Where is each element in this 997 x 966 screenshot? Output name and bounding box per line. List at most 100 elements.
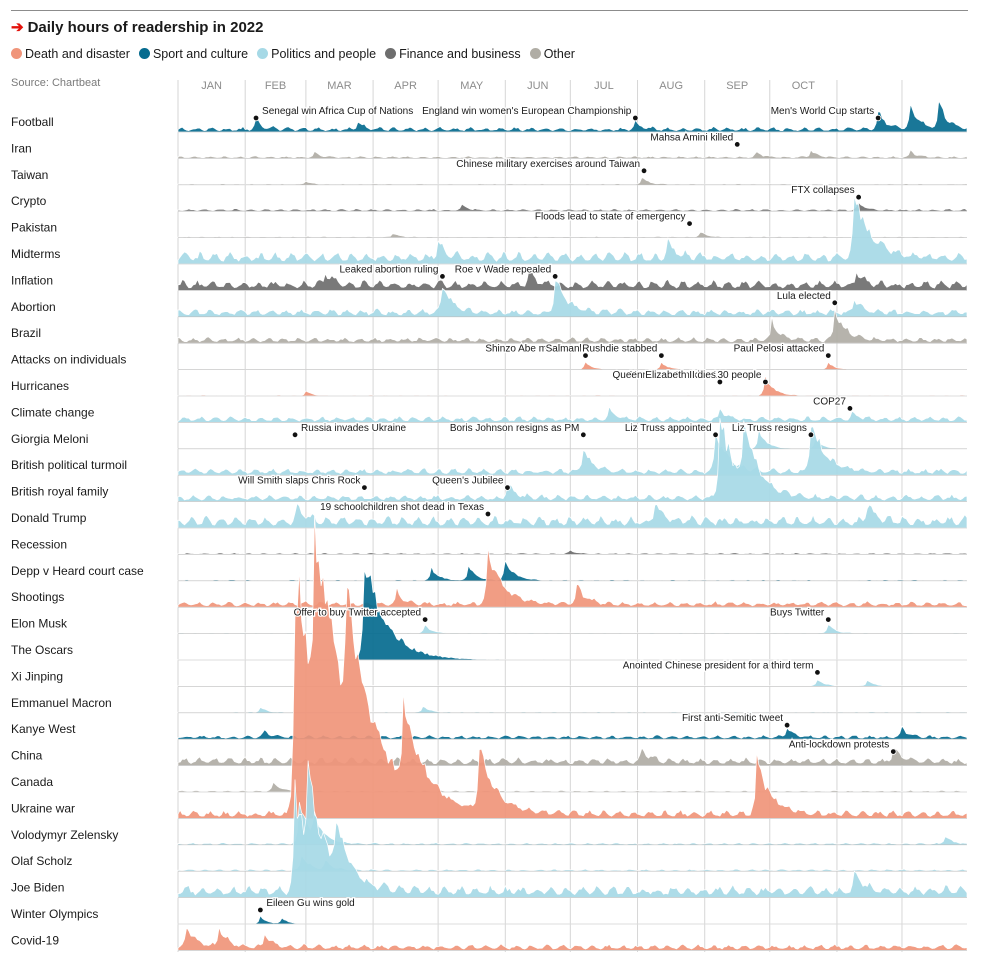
- annotation: Chinese military exercises around Taiwan: [455, 158, 648, 174]
- series-area: [177, 361, 968, 370]
- series-area: [177, 417, 968, 502]
- annotation-label: Men's World Cup starts: [771, 106, 874, 117]
- series-area: [177, 560, 968, 582]
- annotation-label: Liz Truss appointed: [625, 423, 712, 434]
- annotation: Queen Elizabeth II dies: [611, 369, 724, 386]
- series-row: [177, 428, 968, 450]
- row-label: Ukraine war: [11, 801, 75, 815]
- series-row: [177, 426, 968, 476]
- annotation-label: Anointed Chinese president for a third t…: [623, 660, 814, 671]
- annotation-dot: [582, 352, 589, 359]
- annotation-label: Offer to buy Twitter accepted: [294, 608, 421, 619]
- annotation-dot: [807, 431, 815, 438]
- month-tick-label: MAR: [327, 80, 352, 92]
- annotation-dot: [484, 510, 492, 518]
- annotation-label: Will Smith slaps Chris Rock: [238, 476, 361, 487]
- legend-label: Politics and people: [271, 47, 377, 61]
- source-note: Source: Chartbeat: [11, 77, 101, 89]
- annotation-label: Eileen Gu wins gold: [266, 898, 354, 909]
- row-label: Kanye West: [11, 722, 76, 736]
- row-label: Iran: [11, 141, 32, 155]
- row-label: Shootings: [11, 590, 64, 604]
- annotation-dot: [846, 405, 854, 412]
- legend-label: Sport and culture: [152, 47, 249, 61]
- annotation-dot: [734, 141, 741, 148]
- annotation-label: England win women's European Championshi…: [422, 106, 632, 117]
- row-label: British royal family: [11, 485, 108, 499]
- annotation: Mahsa Amini killed: [649, 131, 741, 148]
- row-label: Abortion: [11, 300, 56, 314]
- row-label: Elon Musk: [11, 617, 68, 631]
- annotation: Anointed Chinese president for a third t…: [622, 659, 821, 676]
- annotation-dot: [580, 431, 587, 438]
- annotation-label: Queen Elizabeth II dies: [612, 370, 715, 381]
- series-area: [177, 760, 968, 898]
- series-area: [177, 549, 968, 555]
- arrow-icon: ➔: [11, 19, 24, 36]
- row-label: Hurricanes: [11, 379, 69, 393]
- row-label: Recession: [11, 537, 67, 551]
- annotation-label: Anti-lockdown protests: [789, 740, 890, 751]
- annotation: Anti-lockdown protests: [787, 738, 897, 755]
- annotation-dot: [716, 378, 724, 386]
- series-row: [177, 177, 968, 186]
- legend-swatch: [385, 48, 397, 59]
- annotation-label: Senegal win Africa Cup of Nations: [262, 106, 413, 117]
- annotation: Liz Truss resigns: [731, 422, 815, 438]
- annotation: Russia invades Ukraine: [291, 422, 408, 438]
- annotation: Lula elected: [776, 290, 838, 306]
- series-area: [177, 202, 968, 212]
- annotation-dot: [686, 220, 693, 227]
- annotation-label: Roe v Wade repealed: [455, 264, 551, 275]
- legend: Death and disaster Sport and culture Polit…: [11, 47, 584, 61]
- row-label: Volodymyr Zelensky: [11, 828, 118, 842]
- row-label: Taiwan: [11, 168, 48, 182]
- series-row: [177, 374, 968, 397]
- legend-swatch: [257, 48, 269, 59]
- series-area: [177, 231, 968, 238]
- month-tick-label: JUL: [594, 80, 614, 92]
- series-row: [177, 100, 968, 133]
- row-label: Brazil: [11, 326, 41, 340]
- month-tick-label: JUN: [527, 80, 548, 92]
- month-tick-label: SEP: [726, 80, 748, 92]
- annotation-label: Floods lead to state of emergency: [535, 212, 686, 223]
- annotation: FTX collapses: [790, 184, 862, 201]
- legend-label: Death and disaster: [25, 47, 130, 61]
- annotation-dot: [257, 906, 264, 914]
- chart-title-text: Daily hours of readership in 2022: [27, 19, 264, 36]
- row-label: Covid-19: [11, 933, 59, 947]
- series-area: [177, 374, 968, 397]
- series-row: [177, 624, 968, 634]
- annotation: Will Smith slaps Chris Rock: [237, 474, 368, 491]
- series-area: [177, 149, 968, 159]
- legend-item: Death and disaster: [11, 47, 130, 61]
- legend-label: Finance and business: [399, 47, 521, 61]
- series-row: [177, 560, 968, 582]
- annotation: COP27: [812, 395, 854, 412]
- legend-item: Sport and culture: [138, 47, 249, 61]
- annotation-dot: [551, 273, 559, 280]
- row-label: Midterms: [11, 247, 60, 261]
- row-label: Crypto: [11, 194, 47, 208]
- series-area: [177, 915, 968, 925]
- annotation-label: Leaked abortion ruling: [339, 264, 438, 275]
- annotation-dot: [783, 722, 791, 729]
- annotation-dot: [814, 669, 821, 676]
- row-label: Donald Trump: [11, 511, 87, 525]
- series-area: [177, 426, 968, 476]
- annotation: Hurricane Ian kills 130 people: [628, 369, 769, 386]
- annotation: 19 schoolchildren shot dead in Texas: [319, 501, 492, 518]
- annotation-dot: [825, 352, 832, 359]
- annotation-dot: [712, 431, 719, 438]
- annotation-label: Paul Pelosi attacked: [734, 344, 825, 355]
- series-row: [177, 406, 968, 423]
- annotation: Roe v Wade repealed: [454, 263, 559, 280]
- series-row: [177, 915, 968, 925]
- series-area: [177, 268, 968, 291]
- month-tick-label: OCT: [792, 80, 816, 92]
- series-row: [177, 512, 968, 819]
- legend-label: Other: [543, 47, 575, 61]
- row-label: China: [11, 749, 43, 763]
